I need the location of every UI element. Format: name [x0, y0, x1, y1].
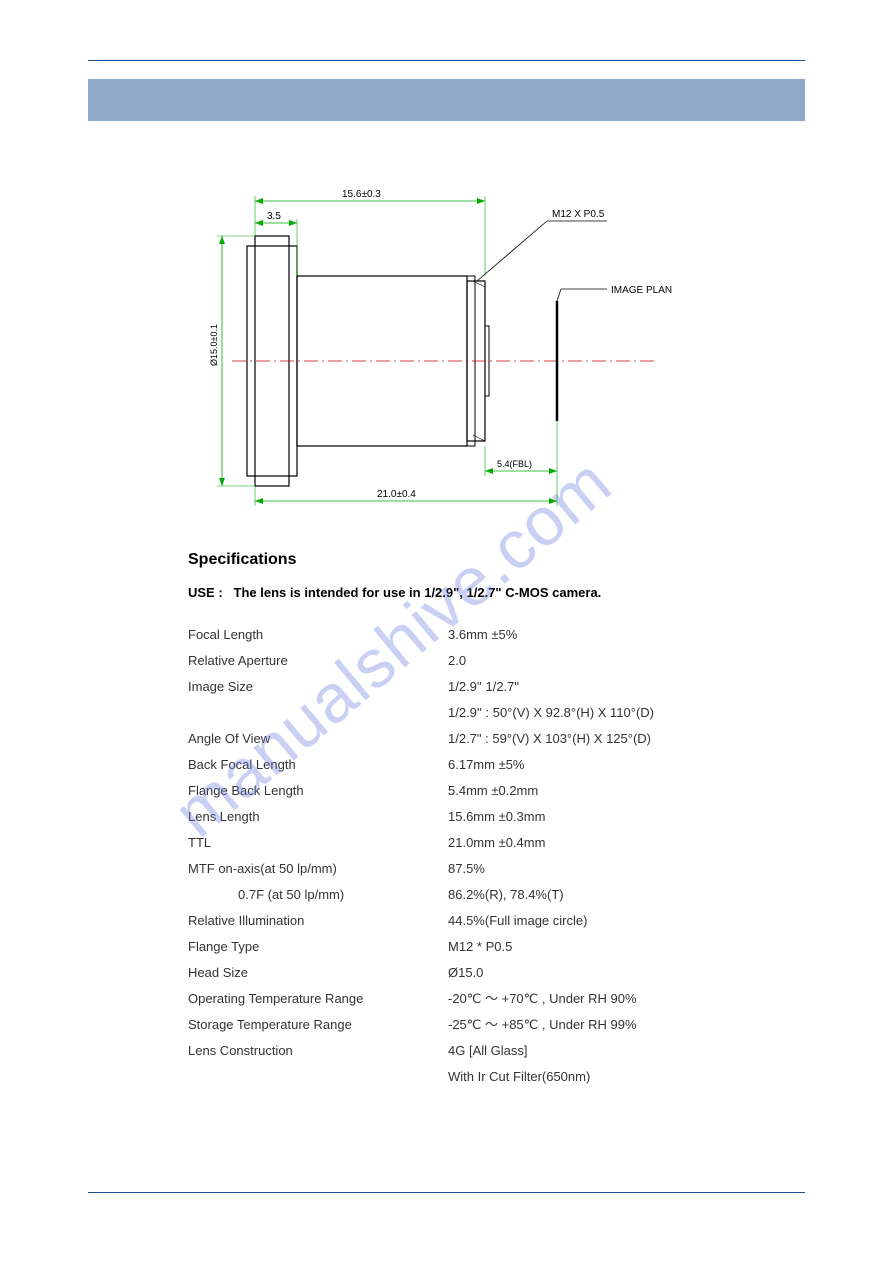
- page-container: IMAGE PLAN 15.6±0.3 3.5 M12 X P0.5: [0, 0, 893, 1130]
- spec-value: 15.6mm ±0.3mm: [448, 804, 765, 830]
- spec-row: Operating Temperature Range-20℃ ～ +70℃ ,…: [188, 986, 765, 1012]
- spec-label: Storage Temperature Range: [188, 1012, 448, 1038]
- spec-row: Relative Illumination44.5%(Full image ci…: [188, 908, 765, 934]
- spec-label: Relative Illumination: [188, 908, 448, 934]
- spec-row: With Ir Cut Filter(650nm): [188, 1064, 765, 1090]
- spec-row: Flange Back Length5.4mm ±0.2mm: [188, 778, 765, 804]
- spec-row: Lens Length15.6mm ±0.3mm: [188, 804, 765, 830]
- spec-value: With Ir Cut Filter(650nm): [448, 1064, 765, 1090]
- dim-head-dia: Ø15.0±0.1: [209, 324, 219, 366]
- image-plan-label: IMAGE PLAN: [611, 285, 672, 296]
- spec-row: Angle Of View1/2.7" : 59°(V) X 103°(H) X…: [188, 726, 765, 752]
- spec-label: Focal Length: [188, 622, 448, 648]
- spec-value: Ø15.0: [448, 960, 765, 986]
- spec-row: MTF on-axis(at 50 lp/mm)87.5%: [188, 856, 765, 882]
- spec-label: Image Size: [188, 674, 448, 700]
- spec-row: Lens Construction4G [All Glass]: [188, 1038, 765, 1064]
- spec-label: TTL: [188, 830, 448, 856]
- spec-value: 44.5%(Full image circle): [448, 908, 765, 934]
- spec-label: Lens Construction: [188, 1038, 448, 1064]
- content-area: Specifications USE : The lens is intende…: [88, 551, 805, 1090]
- spec-label: Angle Of View: [188, 726, 448, 752]
- spec-row: 1/2.9'' : 50°(V) X 92.8°(H) X 110°(D): [188, 700, 765, 726]
- top-rule: [88, 60, 805, 61]
- spec-value: 6.17mm ±5%: [448, 752, 765, 778]
- spec-value: 4G [All Glass]: [448, 1038, 765, 1064]
- spec-label: Lens Length: [188, 804, 448, 830]
- spec-value: 87.5%: [448, 856, 765, 882]
- spec-value: 1/2.9'' 1/2.7": [448, 674, 765, 700]
- spec-value: -20℃ ～ +70℃ , Under RH 90%: [448, 986, 765, 1012]
- spec-value: 21.0mm ±0.4mm: [448, 830, 765, 856]
- spec-label: [188, 1064, 448, 1090]
- spec-row: Head SizeØ15.0: [188, 960, 765, 986]
- spec-label: MTF on-axis(at 50 lp/mm): [188, 856, 448, 882]
- spec-label: Flange Type: [188, 934, 448, 960]
- use-text: The lens is intended for use in 1/2.9", …: [234, 585, 602, 600]
- spec-table: Focal Length3.6mm ±5%Relative Aperture2.…: [188, 622, 765, 1090]
- use-line: USE : The lens is intended for use in 1/…: [188, 585, 765, 600]
- spec-label: Back Focal Length: [188, 752, 448, 778]
- header-bar: [88, 79, 805, 121]
- spec-label: Relative Aperture: [188, 648, 448, 674]
- thread-label: M12 X P0.5: [552, 209, 605, 220]
- spec-row: Back Focal Length6.17mm ±5%: [188, 752, 765, 778]
- spec-row: Relative Aperture2.0: [188, 648, 765, 674]
- spec-row: Flange TypeM12 * P0.5: [188, 934, 765, 960]
- lens-diagram: IMAGE PLAN 15.6±0.3 3.5 M12 X P0.5: [177, 181, 717, 521]
- spec-row: Image Size1/2.9'' 1/2.7": [188, 674, 765, 700]
- spec-value: 86.2%(R), 78.4%(T): [448, 882, 765, 908]
- spec-value: 2.0: [448, 648, 765, 674]
- spec-label: 0.7F (at 50 lp/mm): [188, 882, 448, 908]
- spec-value: 1/2.9'' : 50°(V) X 92.8°(H) X 110°(D): [448, 700, 765, 726]
- spec-label: Head Size: [188, 960, 448, 986]
- spec-value: -25℃ ～ +85℃ , Under RH 99%: [448, 1012, 765, 1038]
- spec-value: 3.6mm ±5%: [448, 622, 765, 648]
- spec-label: Operating Temperature Range: [188, 986, 448, 1012]
- spec-value: M12 * P0.5: [448, 934, 765, 960]
- spec-label: [188, 700, 448, 726]
- dim-top-width: 15.6±0.3: [342, 189, 381, 200]
- dim-flange-width: 3.5: [267, 211, 281, 222]
- use-label: USE :: [188, 585, 223, 600]
- bottom-rule: [88, 1192, 805, 1193]
- dim-total-length: 21.0±0.4: [377, 489, 416, 500]
- spec-row: Storage Temperature Range-25℃ ～ +85℃ , U…: [188, 1012, 765, 1038]
- lens-diagram-wrap: IMAGE PLAN 15.6±0.3 3.5 M12 X P0.5: [88, 181, 805, 521]
- spec-row: TTL21.0mm ±0.4mm: [188, 830, 765, 856]
- dim-fbl: 5.4(FBL): [497, 459, 532, 469]
- spec-title: Specifications: [188, 551, 765, 569]
- spec-value: 5.4mm ±0.2mm: [448, 778, 765, 804]
- spec-row: Focal Length3.6mm ±5%: [188, 622, 765, 648]
- spec-value: 1/2.7" : 59°(V) X 103°(H) X 125°(D): [448, 726, 765, 752]
- spec-label: Flange Back Length: [188, 778, 448, 804]
- spec-row: 0.7F (at 50 lp/mm)86.2%(R), 78.4%(T): [188, 882, 765, 908]
